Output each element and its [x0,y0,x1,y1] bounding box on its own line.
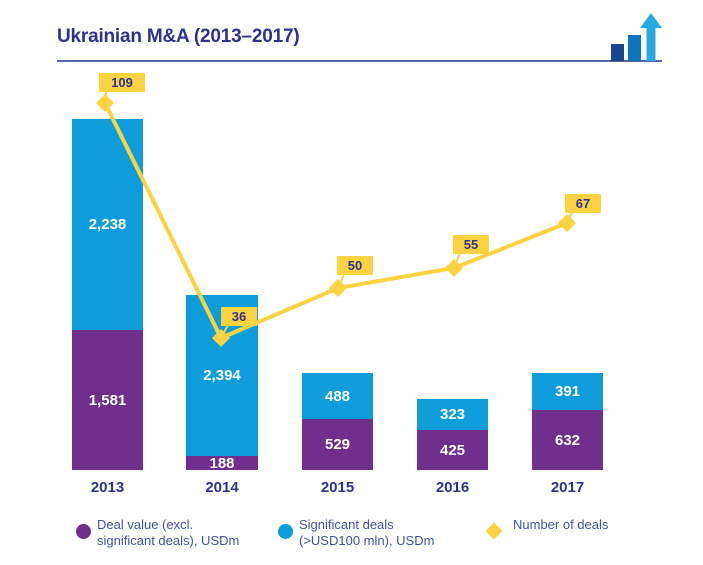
x-axis-label-2015: 2015 [320,479,355,496]
x-axis-label-2017: 2017 [550,479,585,496]
deal-count-label-2016: 55 [453,235,489,254]
deal-count-label-2013: 109 [99,73,145,92]
diamond-marker-icon-2013 [96,94,114,112]
bar-deal-value-2014: 188 [186,455,258,472]
header-divider [57,60,662,62]
deal-count-callout-stub-2013 [104,90,107,104]
legend-item-significant-deals: Significant deals (>USD100 mln), USDm [299,517,434,549]
legend-item-significant-deals-line1: Significant deals [299,517,394,532]
deal-count-callout-stub-2015 [337,273,345,289]
legend-item-deal-value-line1: Deal value (excl. [97,517,194,532]
deal-count-callout-stub-2017 [566,211,573,224]
deal-value-legend-marker-icon [76,524,91,539]
bar-deal-value-2016: 425 [417,430,488,470]
diamond-marker-icon-2015 [329,279,347,297]
x-axis-label-2014: 2014 [205,479,239,496]
bar-deal-value-2017: 632 [532,410,603,470]
x-axis-label-2016: 2016 [435,479,470,496]
legend-item-number-of-deals-line1: Number of deals [513,517,609,532]
legend-item-significant-deals-line2: (>USD100 mln), USDm [299,533,435,548]
diamond-marker-icon-2017 [558,214,576,232]
page-title: Ukrainian M&A (2013–2017) [57,26,300,47]
deal-count-label-2015: 50 [337,256,373,275]
legend-item-deal-value-line2: significant deals), USDm [97,533,240,548]
bar-chart-growth-arrow-icon [611,13,662,61]
significant-deals-legend-marker-icon [278,524,293,539]
legend-item-number-of-deals: Number of deals [513,517,608,533]
bar-significant-deals-2017: 391 [532,373,603,410]
bar-deal-value-2013: 1,581 [72,330,143,470]
legend-item-deal-value: Deal value (excl. significant deals), US… [97,517,239,549]
bar-significant-deals-2013: 2,238 [72,119,143,330]
bar-deal-value-2015: 529 [302,419,373,470]
deal-count-label-2014: 36 [221,307,257,326]
x-axis-label-2013: 2013 [90,479,125,496]
deal-count-callout-stub-2016 [453,252,461,269]
deal-count-label-2017: 67 [565,194,601,213]
bar-significant-deals-2016: 323 [417,399,488,430]
bar-significant-deals-2015: 488 [302,373,373,419]
diamond-marker-icon-2016 [445,259,463,277]
